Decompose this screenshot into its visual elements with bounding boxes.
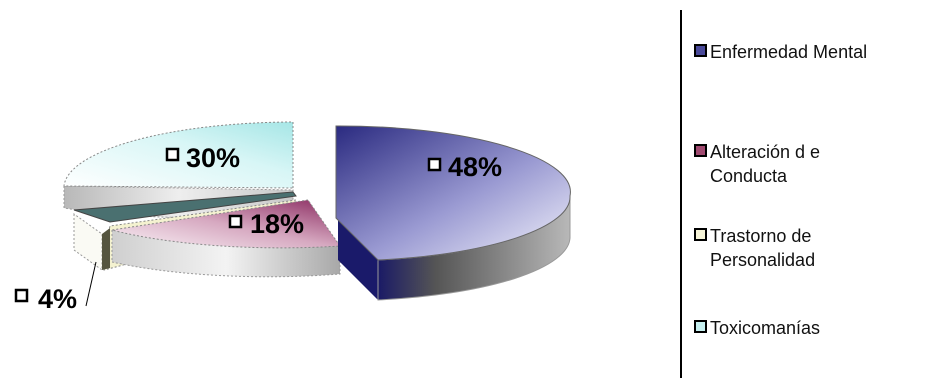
pct-label-enfermedad: 48% (427, 152, 502, 182)
slice-enfermedad-side (338, 220, 378, 300)
pie-chart: 48% 18% 4% 30% (14, 121, 571, 314)
slice-alteracion (111, 199, 341, 278)
legend-item-alteracion: Alteración d e Conducta (694, 140, 924, 188)
slice-enfermedad-top (335, 125, 571, 261)
pct-label-toxicomanias: 30% (165, 143, 240, 173)
legend-item-toxicomanias: Toxicomanías (694, 316, 924, 340)
legend-label-line2: Conducta (710, 166, 788, 186)
legend-item-enfermedad: Enfermedad Mental (694, 40, 924, 64)
legend-label: Trastorno de (710, 226, 812, 246)
legend-label: Alteración d e (710, 142, 821, 162)
legend-label: Enfermedad Mental (710, 42, 868, 62)
leader-line-trastorno (85, 261, 97, 307)
legend-swatch (694, 144, 707, 157)
pct-label-trastorno: 4% (14, 284, 77, 314)
legend-label-line2: Personalidad (710, 250, 816, 270)
legend-label: Toxicomanías (710, 318, 821, 338)
svg-text:4%: 4% (38, 284, 77, 314)
legend-item-trastorno: Trastorno de Personalidad (694, 224, 924, 272)
slice-alteracion-top (111, 199, 341, 249)
svg-text:30%: 30% (186, 143, 240, 173)
legend-swatch (694, 320, 707, 333)
legend: Enfermedad Mental Alteración d e Conduct… (680, 10, 928, 378)
legend-swatch (694, 228, 707, 241)
pct-label-alteracion: 18% (228, 209, 304, 239)
slice-enfermedad (335, 125, 571, 301)
svg-text:18%: 18% (250, 209, 304, 239)
legend-swatch (694, 44, 707, 57)
svg-text:48%: 48% (448, 152, 502, 182)
